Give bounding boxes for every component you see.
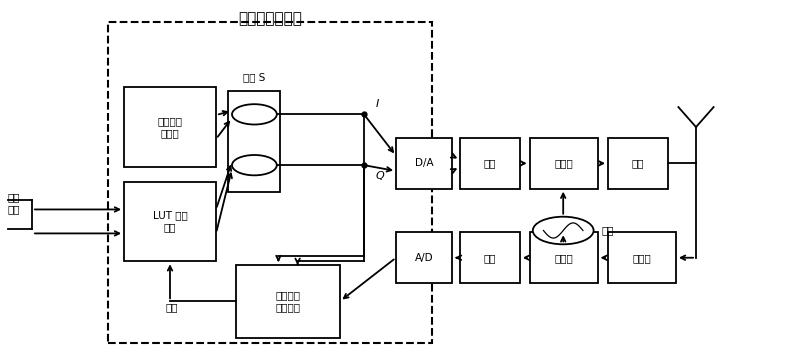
Circle shape [232, 104, 277, 125]
Bar [124, 182, 216, 261]
Text: A/D: A/D [414, 253, 434, 263]
Bar [608, 232, 676, 283]
Bar [396, 232, 452, 283]
Circle shape [533, 217, 594, 244]
Text: 衰减器: 衰减器 [633, 253, 651, 263]
Text: 信号
输入: 信号 输入 [8, 192, 21, 214]
Bar [228, 91, 280, 192]
Text: 训练序列
发生器: 训练序列 发生器 [158, 116, 182, 138]
Bar [124, 87, 216, 167]
Text: LUT 预失
真器: LUT 预失 真器 [153, 211, 187, 232]
Text: 预失真器
参数获取: 预失真器 参数获取 [275, 290, 301, 312]
Text: 本振: 本振 [602, 225, 614, 236]
Text: D/A: D/A [414, 158, 434, 168]
Bar [460, 138, 520, 189]
Bar [396, 138, 452, 189]
Bar [236, 265, 340, 338]
Text: 滤波: 滤波 [484, 253, 496, 263]
Text: 功放: 功放 [632, 158, 644, 168]
Text: 开关 S: 开关 S [243, 72, 266, 82]
Text: 下变频: 下变频 [554, 253, 573, 263]
Text: 上变频: 上变频 [554, 158, 573, 168]
Bar [460, 232, 520, 283]
Bar [608, 138, 668, 189]
Text: 复制: 复制 [166, 302, 178, 312]
Text: 数字预失真单元: 数字预失真单元 [238, 11, 302, 26]
Text: Q: Q [376, 171, 385, 181]
Bar [530, 138, 598, 189]
Bar [530, 232, 598, 283]
Circle shape [232, 155, 277, 175]
Text: I: I [376, 99, 379, 109]
Text: 滤波: 滤波 [484, 158, 496, 168]
Bar [108, 22, 432, 343]
